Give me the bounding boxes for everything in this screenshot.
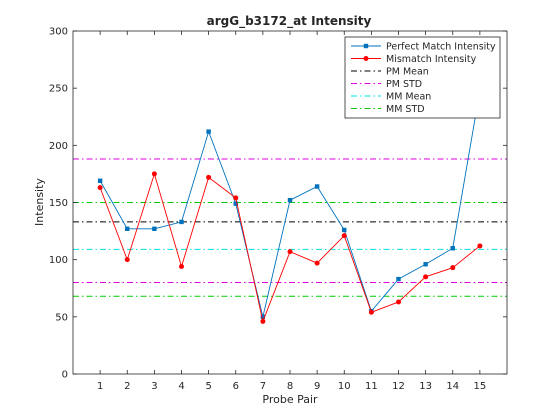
x-tick-label: 9 [314, 381, 320, 392]
data-point-mismatch-intensity [206, 174, 212, 180]
x-tick-label: 10 [338, 381, 351, 392]
data-point-perfect-match-intensity [152, 226, 157, 231]
x-tick-label: 11 [365, 381, 378, 392]
data-point-mismatch-intensity [423, 274, 429, 280]
legend-label-pm-std: PM STD [386, 79, 422, 90]
legend-label-mm-mean: MM Mean [386, 92, 431, 103]
x-tick-label: 4 [178, 381, 184, 392]
y-tick-label: 0 [62, 370, 68, 381]
y-tick-label: 150 [49, 198, 68, 209]
x-tick-label: 12 [392, 381, 405, 392]
data-point-mismatch-intensity [450, 265, 456, 271]
data-point-mismatch-intensity [151, 171, 157, 177]
x-tick-label: 14 [446, 381, 459, 392]
data-point-perfect-match-intensity [97, 178, 103, 183]
data-point-mismatch-intensity [477, 243, 483, 249]
data-point-mismatch-intensity [341, 233, 347, 239]
data-point-perfect-match-intensity [423, 262, 428, 267]
data-point-mismatch-intensity [396, 299, 401, 305]
data-point-mismatch-intensity [179, 264, 184, 270]
x-tick-label: 7 [260, 381, 266, 392]
data-point-mismatch-intensity [287, 249, 293, 255]
y-tick-label: 250 [49, 84, 68, 95]
y-tick-label: 300 [49, 27, 68, 38]
x-tick-label: 5 [205, 381, 211, 392]
data-point-perfect-match-intensity [179, 219, 184, 225]
x-axis-label: Probe Pair [262, 393, 318, 406]
x-tick-label: 6 [233, 381, 239, 392]
data-point-perfect-match-intensity [233, 201, 238, 206]
y-tick-label: 200 [49, 141, 68, 152]
data-point-mismatch-intensity [368, 309, 374, 315]
legend-marker-mismatch-intensity [363, 56, 369, 61]
chart-title: argG_b3172_at Intensity [207, 14, 372, 29]
data-point-mismatch-intensity [260, 318, 266, 324]
y-tick-label: 100 [49, 255, 68, 266]
data-point-mismatch-intensity [314, 260, 320, 266]
y-tick-label: 50 [55, 312, 68, 323]
data-point-mismatch-intensity [97, 185, 103, 191]
data-point-perfect-match-intensity [450, 246, 455, 251]
x-tick-label: 13 [419, 381, 432, 392]
x-tick-label: 3 [151, 381, 157, 392]
legend-marker-perfect-match-intensity [363, 43, 369, 49]
data-point-perfect-match-intensity [396, 276, 401, 282]
legend-label-pm-mean: PM Mean [386, 67, 429, 78]
data-point-perfect-match-intensity [342, 227, 347, 233]
data-point-perfect-match-intensity [287, 198, 293, 203]
legend-label-perfect-match-intensity: Perfect Match Intensity [386, 42, 496, 53]
data-point-perfect-match-intensity [314, 184, 320, 189]
legend-label-mismatch-intensity: Mismatch Intensity [386, 54, 477, 65]
y-axis-label: Intensity [33, 178, 46, 226]
x-tick-label: 2 [124, 381, 130, 392]
data-point-perfect-match-intensity [206, 129, 211, 134]
data-point-mismatch-intensity [124, 257, 130, 263]
legend-box [344, 36, 501, 119]
data-series [97, 88, 483, 324]
legend-label-mm-std: MM STD [386, 104, 425, 115]
data-point-mismatch-intensity [233, 195, 239, 201]
x-tick-label: 8 [287, 381, 293, 392]
data-point-perfect-match-intensity [260, 314, 266, 320]
x-tick-label: 1 [97, 381, 103, 392]
data-point-perfect-match-intensity [125, 226, 130, 231]
x-tick-label: 15 [474, 381, 487, 392]
